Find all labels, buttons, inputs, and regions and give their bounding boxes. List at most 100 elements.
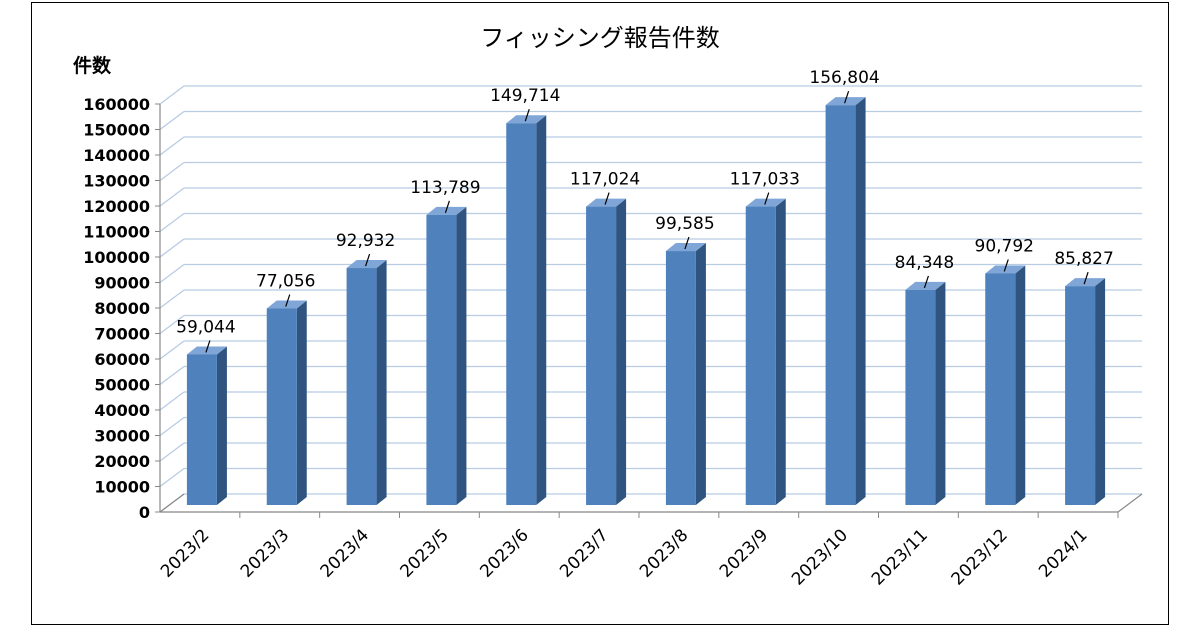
- bar: [825, 105, 856, 505]
- x-tick-label: 2023/5: [397, 525, 453, 581]
- data-label: 117,024: [570, 170, 640, 190]
- bar: [506, 123, 537, 505]
- bar-side: [855, 97, 866, 505]
- data-label-leader: [844, 90, 850, 104]
- data-label: 92,932: [336, 231, 395, 251]
- data-label-leader: [444, 200, 450, 214]
- grid-side-line: [159, 187, 185, 207]
- y-tick-label: 110000: [83, 223, 150, 242]
- data-label-leader: [1003, 259, 1009, 272]
- x-tick-label: 2023/9: [716, 525, 772, 581]
- data-label-leader: [764, 192, 770, 205]
- bar-side: [616, 198, 627, 505]
- x-tick-label: 2023/12: [948, 525, 1012, 589]
- y-tick-label: 0: [139, 503, 150, 522]
- bar-side: [376, 260, 387, 505]
- bar: [745, 206, 776, 505]
- grid-side-line: [159, 467, 185, 488]
- data-label: 59,044: [176, 317, 235, 337]
- bar: [665, 251, 696, 505]
- bar: [586, 206, 617, 505]
- y-tick-label: 20000: [94, 452, 150, 471]
- x-tick-label: 2023/6: [476, 525, 532, 581]
- y-tick-label: 140000: [83, 146, 150, 165]
- bar: [346, 268, 377, 505]
- bar: [266, 308, 297, 505]
- grid-side-line: [159, 289, 185, 309]
- bar: [1065, 286, 1096, 505]
- grid-layer: [159, 85, 1142, 513]
- data-label: 85,827: [1054, 249, 1113, 269]
- x-tick-label: 2023/3: [237, 525, 293, 581]
- data-label: 113,789: [410, 178, 480, 198]
- grid-side-line: [159, 136, 185, 156]
- grid-side-line: [159, 238, 185, 258]
- x-tick-label: 2023/4: [317, 525, 373, 581]
- y-axis-label: 件数: [73, 54, 112, 77]
- data-label: 99,585: [655, 214, 714, 234]
- bar-layer: [186, 97, 1106, 506]
- grid-side-line: [159, 314, 185, 335]
- data-label-leader: [524, 109, 530, 122]
- bar: [985, 273, 1016, 505]
- data-label-leader: [285, 294, 291, 307]
- grid-side-line: [159, 416, 185, 437]
- grid-side-line: [159, 85, 185, 105]
- grid-side-line: [159, 391, 185, 411]
- grid-side-line: [159, 263, 185, 284]
- bar-side: [536, 115, 547, 505]
- x-tick-label: 2023/8: [636, 525, 692, 581]
- y-tick-label: 130000: [83, 172, 150, 191]
- y-tick-label: 150000: [83, 121, 150, 140]
- bar-side: [456, 206, 467, 505]
- data-label-leader: [1083, 271, 1089, 285]
- data-label-leader: [684, 236, 690, 250]
- bar-side: [935, 281, 946, 505]
- x-tick-label: 2024/1: [1035, 525, 1091, 581]
- x-tick-label: 2023/7: [556, 525, 612, 581]
- chart-title: フィッシング報告件数: [480, 24, 720, 52]
- y-tick-label: 50000: [94, 376, 150, 395]
- y-tick-label: 120000: [83, 197, 150, 216]
- data-label-leader: [205, 340, 211, 353]
- grid-side-line: [159, 110, 185, 131]
- bar: [905, 289, 936, 505]
- y-tick-label: 40000: [94, 401, 150, 420]
- y-tick-label: 80000: [94, 299, 150, 318]
- x-tick-label: 2023/2: [157, 525, 213, 581]
- y-tick-label: 160000: [83, 95, 150, 114]
- y-tick-label: 90000: [94, 274, 150, 293]
- x-tick-label: 2023/10: [788, 525, 852, 589]
- bar: [426, 214, 457, 505]
- grid-side-line: [159, 161, 185, 182]
- data-label: 84,348: [895, 253, 954, 273]
- floor-side-edge: [159, 493, 185, 513]
- grid-side-line: [159, 442, 185, 462]
- data-label: 149,714: [490, 86, 560, 106]
- x-tick-label: 2023/11: [868, 525, 932, 589]
- label-layer: 59,044 77,056 92,932 113,789 149,714 117,024 9…: [176, 68, 1114, 353]
- y-tick-label: 100000: [83, 248, 150, 267]
- bar-side: [775, 198, 786, 505]
- bar-side: [296, 300, 307, 505]
- data-label: 90,792: [975, 236, 1034, 256]
- data-label: 156,804: [809, 68, 879, 88]
- bar-side: [695, 243, 706, 506]
- grid-side-line: [159, 340, 185, 360]
- grid-side-line: [159, 365, 185, 386]
- bar-side: [1095, 278, 1106, 505]
- bar-side: [1015, 265, 1026, 505]
- data-label-leader: [604, 192, 610, 205]
- data-label-leader: [365, 253, 371, 267]
- data-label: 77,056: [256, 272, 315, 292]
- data-label: 117,033: [730, 170, 800, 190]
- bar-side: [216, 346, 227, 505]
- data-label-leader: [923, 275, 929, 289]
- y-tick-label: 70000: [94, 325, 150, 344]
- bar: [186, 354, 217, 505]
- y-tick-label: 10000: [94, 478, 150, 497]
- y-tick-label: 30000: [94, 427, 150, 446]
- y-tick-label: 60000: [94, 350, 150, 369]
- grid-side-line: [159, 212, 185, 233]
